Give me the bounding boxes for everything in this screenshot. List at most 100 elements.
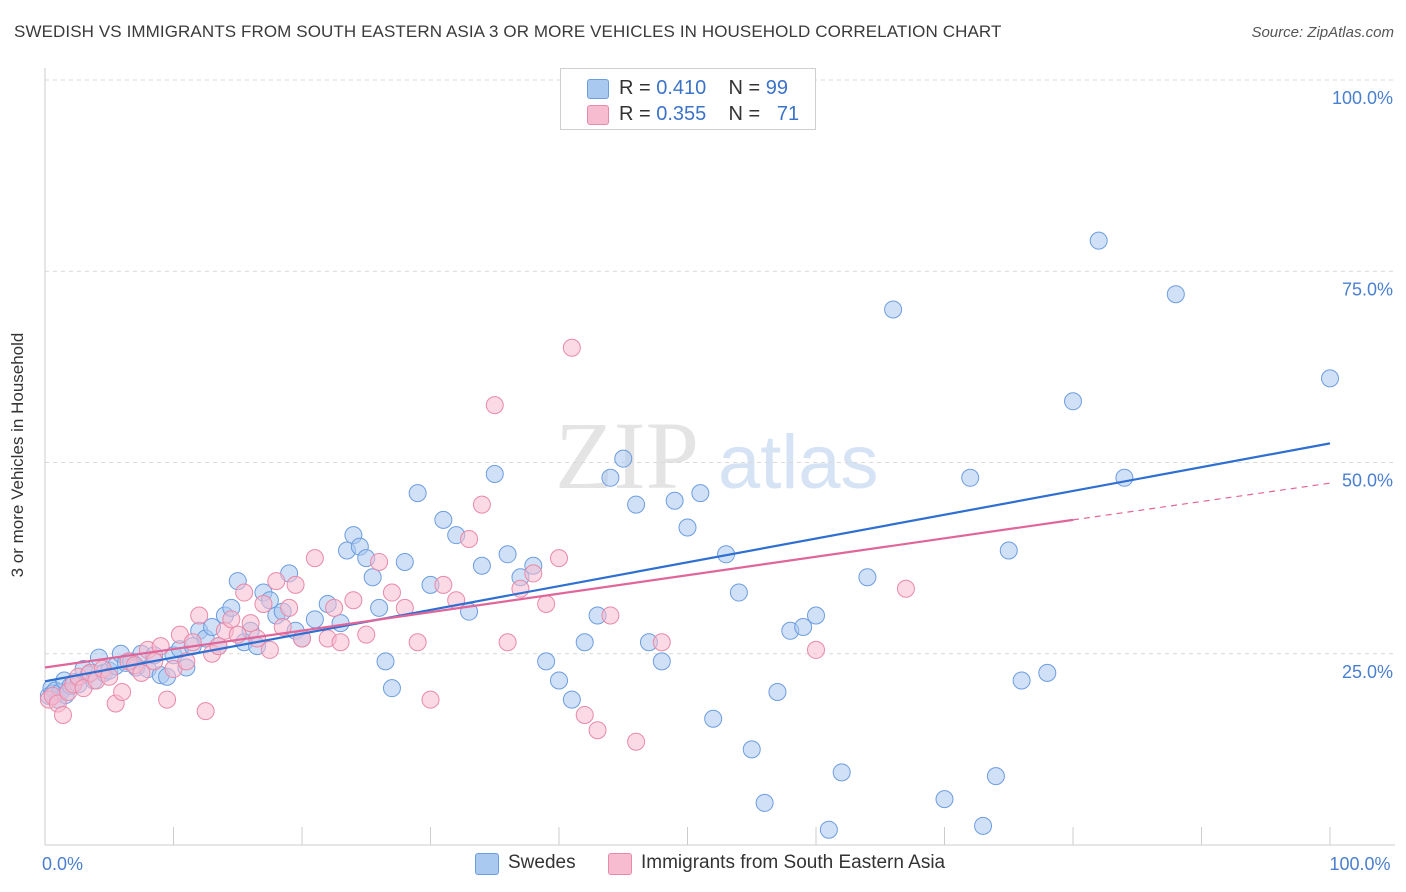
x-tick-label-100: 100.0% — [1329, 854, 1390, 874]
point-immigrants-11 — [100, 667, 119, 686]
point-immigrants-61 — [537, 595, 556, 614]
legend-swatch-immigrants — [587, 105, 609, 125]
point-swedes-81 — [678, 518, 697, 537]
point-immigrants-46 — [344, 591, 363, 610]
point-swedes-48 — [305, 610, 324, 629]
point-swedes-56 — [370, 598, 389, 617]
point-immigrants-20 — [158, 690, 177, 709]
point-immigrants-30 — [222, 610, 241, 629]
point-swedes-59 — [395, 552, 414, 571]
chart-source: Source: ZipAtlas.com — [1251, 24, 1394, 41]
point-swedes-98 — [974, 816, 993, 835]
point-immigrants-60 — [524, 564, 543, 583]
point-immigrants-37 — [267, 572, 286, 591]
point-swedes-75 — [601, 468, 620, 487]
point-swedes-79 — [652, 652, 671, 671]
point-immigrants-58 — [498, 633, 517, 652]
point-immigrants-3 — [53, 705, 72, 724]
point-swedes-91 — [807, 606, 825, 625]
point-immigrants-57 — [485, 396, 504, 415]
chart-title: SWEDISH VS IMMIGRANTS FROM SOUTH EASTERN… — [14, 22, 1002, 41]
correlation-legend: R = 0.410 N = 99 R = 0.355 N = 71 — [560, 68, 816, 130]
point-immigrants-70 — [896, 579, 915, 598]
trend-line-dashed-immigrants — [1072, 482, 1331, 521]
bottom-legend-label-swedes: Swedes — [508, 852, 576, 873]
point-immigrants-51 — [408, 633, 427, 652]
point-immigrants-69 — [807, 640, 825, 659]
point-swedes-77 — [627, 495, 646, 514]
point-swedes-72 — [562, 690, 581, 709]
point-swedes-60 — [408, 484, 427, 503]
point-swedes-67 — [498, 545, 517, 564]
point-swedes-105 — [1115, 468, 1134, 487]
point-swedes-65 — [472, 556, 491, 575]
point-swedes-62 — [434, 510, 453, 529]
y-tick-label-50: 50.0% — [1342, 471, 1393, 491]
point-immigrants-63 — [562, 338, 581, 357]
point-swedes-93 — [832, 763, 851, 782]
point-swedes-106 — [1166, 285, 1185, 304]
point-swedes-107 — [1321, 369, 1339, 388]
point-immigrants-45 — [331, 633, 350, 652]
legend-n-value: 99 — [765, 77, 789, 99]
point-immigrants-36 — [260, 640, 279, 659]
point-swedes-99 — [986, 767, 1005, 786]
point-swedes-82 — [691, 484, 710, 503]
bottom-legend-label-immigrants: Immigrants from South Eastern Asia — [641, 852, 946, 873]
trend-line-swedes — [44, 442, 1331, 683]
legend-text-immigrants: R = 0.355 N = 71 — [619, 103, 799, 126]
point-immigrants-35 — [254, 595, 273, 614]
point-immigrants-66 — [601, 606, 620, 625]
point-swedes-80 — [665, 491, 684, 510]
x-tick-label-0: 0.0% — [42, 854, 83, 874]
point-immigrants-62 — [550, 549, 568, 568]
point-immigrants-53 — [434, 575, 453, 594]
point-immigrants-42 — [305, 549, 324, 568]
point-immigrants-28 — [209, 637, 228, 656]
y-tick-label-25: 25.0% — [1342, 662, 1393, 682]
legend-swatch-swedes — [587, 79, 609, 99]
y-tick-label-75: 75.0% — [1342, 279, 1393, 299]
point-immigrants-39 — [280, 598, 299, 617]
point-immigrants-56 — [472, 495, 491, 514]
y-axis-label: 3 or more Vehicles in Household — [8, 332, 27, 578]
point-swedes-102 — [1038, 663, 1057, 682]
point-swedes-71 — [550, 671, 568, 690]
point-immigrants-32 — [235, 583, 254, 602]
point-swedes-86 — [742, 740, 761, 759]
legend-n-label: N = — [728, 103, 766, 125]
bottom-legend-swatch-immigrants — [608, 853, 632, 875]
y-tick-label-100: 100.0% — [1332, 88, 1393, 108]
point-immigrants-38 — [273, 617, 292, 636]
point-immigrants-55 — [460, 530, 479, 548]
point-immigrants-67 — [627, 732, 646, 751]
point-swedes-87 — [755, 793, 774, 812]
point-swedes-58 — [382, 679, 401, 698]
point-swedes-66 — [485, 464, 504, 483]
point-swedes-83 — [704, 709, 723, 728]
point-immigrants-13 — [113, 683, 132, 701]
point-immigrants-64 — [575, 705, 594, 724]
point-immigrants-25 — [190, 606, 209, 625]
point-immigrants-33 — [241, 614, 260, 633]
point-immigrants-65 — [588, 721, 607, 740]
point-swedes-90 — [794, 617, 813, 636]
point-swedes-94 — [858, 568, 877, 587]
point-immigrants-48 — [370, 552, 389, 571]
point-swedes-88 — [768, 683, 787, 701]
point-immigrants-68 — [652, 633, 671, 652]
legend-r-label: R = — [619, 103, 657, 125]
point-immigrants-26 — [196, 702, 215, 721]
point-swedes-95 — [884, 300, 903, 319]
legend-r-label: R = — [619, 77, 657, 99]
trend-line-immigrants — [44, 518, 1074, 669]
legend-r-value: 0.355 — [656, 103, 707, 125]
point-swedes-55 — [363, 568, 382, 587]
point-swedes-85 — [729, 583, 748, 602]
legend-r-value: 0.410 — [656, 77, 707, 99]
point-swedes-76 — [614, 449, 633, 468]
bottom-legend-swatch-swedes — [475, 853, 499, 875]
point-immigrants-47 — [357, 625, 376, 644]
point-swedes-57 — [376, 652, 395, 671]
